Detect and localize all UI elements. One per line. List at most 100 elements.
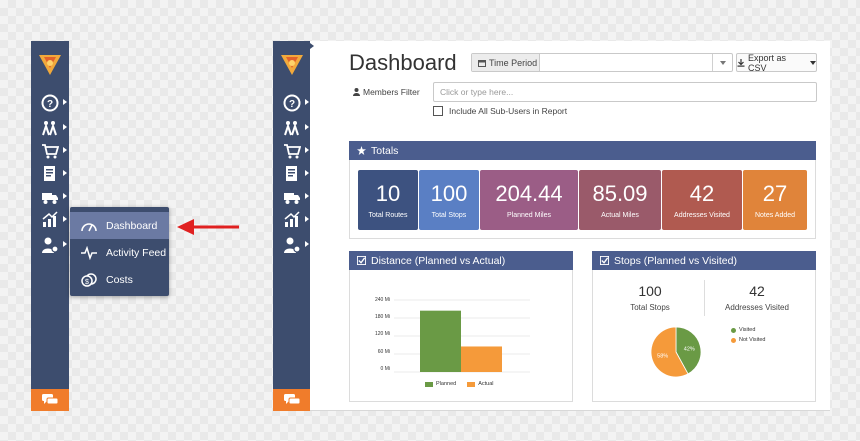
members-filter-input[interactable]: Click or type here... (433, 82, 817, 102)
pie-label-not-visited: 58% (657, 353, 668, 359)
legend-swatch-actual (467, 381, 476, 387)
export-csv-button[interactable]: Export as CSV (736, 52, 817, 73)
svg-text:?: ? (289, 99, 295, 110)
coins-icon: $ (81, 272, 97, 287)
submenu-label-costs: Costs (106, 273, 133, 286)
submenu-item-activity-feed[interactable]: Activity Feed (70, 239, 169, 266)
y-tick-label: 180 Mi (374, 314, 390, 320)
legend-planned-label: Planned (436, 381, 457, 387)
submenu-item-dashboard[interactable]: Dashboard (70, 212, 169, 239)
sidebar-item-help[interactable]: ? (31, 92, 69, 114)
tile-total-stops: 100 Total Stops (419, 170, 479, 230)
y-tick-label: 60 Mi (377, 349, 390, 355)
legend-dot-visited (731, 327, 736, 333)
chat-button[interactable] (31, 389, 69, 411)
totals-header: Totals (349, 141, 816, 160)
team-icon (284, 121, 299, 136)
y-tick-label: 0 Mi (380, 366, 390, 372)
svg-text:?: ? (47, 99, 53, 110)
sidebar-item-cart[interactable] (273, 140, 311, 162)
checkbox-icon (600, 256, 609, 265)
analytics-submenu: Dashboard Activity Feed $ Costs (70, 207, 169, 296)
time-period-value[interactable] (540, 54, 712, 71)
addresses-visited-stat: 42 Addresses Visited (725, 283, 789, 312)
logo-icon (39, 55, 61, 75)
include-subusers-label: Include All Sub-Users in Report (449, 106, 568, 116)
sidebar-item-documents[interactable] (31, 163, 69, 185)
chevron-down-icon (810, 60, 816, 65)
pie-slice-not-visited (650, 326, 689, 378)
star-icon (357, 146, 366, 155)
stops-pie-chart: 42% 58% (650, 326, 702, 378)
team-icon (42, 121, 57, 136)
submenu-item-costs[interactable]: $ Costs (70, 266, 169, 293)
pie-slice-visited (675, 326, 702, 375)
left-sidebar: ? (31, 41, 69, 411)
truck-icon (284, 193, 300, 204)
sidebar-item-help[interactable]: ? (273, 92, 311, 114)
legend-visited-label: Visited (739, 327, 756, 333)
tile-total-routes: 10 Total Routes (358, 170, 418, 230)
chat-icon (284, 394, 301, 405)
pie-legend-visited: Visited (731, 327, 755, 333)
sidebar-item-analytics[interactable] (273, 209, 311, 231)
chat-button[interactable] (273, 389, 311, 411)
export-label: Export as CSV (748, 52, 787, 73)
user-icon (353, 88, 360, 96)
submenu-label-dashboard: Dashboard (106, 219, 158, 232)
tile-notes-added: 27 Notes Added (743, 170, 807, 230)
bar-planned (420, 310, 461, 372)
members-filter-label: Members Filter (353, 87, 420, 97)
sidebar-item-cart[interactable] (31, 140, 69, 162)
chevron-down-icon[interactable] (712, 54, 732, 71)
legend-actual-label: Actual (478, 381, 494, 387)
include-subusers-row[interactable]: Include All Sub-Users in Report (433, 106, 567, 116)
distance-bar-chart (394, 299, 530, 373)
sidebar-item-user-settings[interactable] (273, 234, 311, 256)
tile-planned-miles: 204.44 Planned Miles (480, 170, 578, 230)
pie-legend-not-visited: Not Visited (731, 337, 766, 343)
document-icon (44, 166, 55, 181)
collapse-caret-icon[interactable] (310, 43, 314, 49)
page-title: Dashboard (349, 50, 457, 75)
calendar-icon (478, 59, 486, 67)
time-period-select[interactable]: Time Period (471, 53, 733, 72)
chat-icon (42, 394, 59, 405)
help-icon: ? (41, 94, 59, 112)
legend-not-visited-label: Not Visited (739, 337, 766, 343)
stops-header: Stops (Planned vs Visited) (592, 251, 816, 270)
tile-actual-miles: 85.09 Actual Miles (579, 170, 661, 230)
checkbox-icon (357, 256, 366, 265)
sidebar-item-documents[interactable] (273, 163, 311, 185)
pie-label-visited: 42% (684, 347, 695, 353)
y-tick-label: 240 Mi (374, 297, 390, 303)
bar-actual (461, 346, 502, 372)
gauge-icon (81, 222, 97, 231)
bar-legend: Planned Actual (425, 381, 493, 387)
analytics-icon (42, 211, 58, 227)
divider (704, 280, 705, 316)
sidebar-item-user-settings[interactable] (31, 234, 69, 256)
pulse-icon (81, 245, 97, 260)
document-icon (286, 166, 297, 181)
include-subusers-checkbox[interactable] (433, 106, 443, 116)
analytics-icon (284, 211, 300, 227)
cart-icon (284, 144, 301, 159)
pointer-arrow-icon (177, 219, 239, 235)
sidebar-item-team[interactable] (273, 117, 311, 139)
time-period-label: Time Period (472, 54, 540, 71)
submenu-label-activity-feed: Activity Feed (106, 246, 167, 259)
download-icon (737, 58, 745, 67)
user-settings-icon (284, 237, 301, 253)
svg-text:$: $ (85, 279, 89, 286)
user-settings-icon (42, 237, 59, 253)
app-sidebar: ? (273, 41, 311, 411)
sidebar-item-team[interactable] (31, 117, 69, 139)
sidebar-item-vehicles[interactable] (31, 186, 69, 208)
sidebar-item-vehicles[interactable] (273, 186, 311, 208)
cart-icon (42, 144, 59, 159)
distance-header: Distance (Planned vs Actual) (349, 251, 573, 270)
sidebar-item-analytics[interactable] (31, 209, 69, 231)
help-icon: ? (283, 94, 301, 112)
total-stops-stat: 100 Total Stops (630, 283, 670, 312)
